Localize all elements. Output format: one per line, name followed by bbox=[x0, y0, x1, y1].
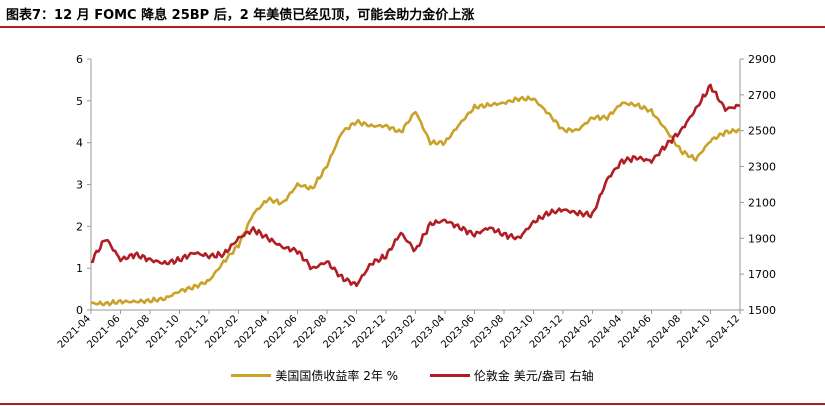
right-tick-label: 2100 bbox=[748, 196, 776, 209]
right-tick-label: 2700 bbox=[748, 89, 776, 102]
legend-label-yield: 美国国债收益率 2年 % bbox=[275, 369, 399, 383]
right-tick-label: 1500 bbox=[748, 304, 776, 317]
right-tick-label: 2300 bbox=[748, 161, 776, 174]
left-tick-label: 0 bbox=[76, 304, 83, 317]
legend-swatch-yield bbox=[231, 374, 272, 377]
left-tick-label: 6 bbox=[76, 53, 83, 66]
series-line-yield bbox=[90, 95, 741, 307]
series-line-gold bbox=[90, 83, 740, 288]
left-tick-label: 2 bbox=[76, 220, 83, 233]
right-tick-label: 2900 bbox=[748, 53, 776, 66]
left-tick-label: 5 bbox=[76, 95, 83, 108]
legend-item-yield: 美国国债收益率 2年 % bbox=[231, 367, 398, 384]
chart-series bbox=[90, 83, 741, 307]
right-tick-label: 2500 bbox=[748, 125, 776, 138]
right-tick-label: 1900 bbox=[748, 232, 776, 245]
legend-swatch-gold bbox=[429, 374, 470, 377]
top-rule bbox=[0, 26, 825, 28]
chart-axes: 0123456150017001900210023002500270029002… bbox=[56, 53, 776, 351]
chart-legend: 美国国债收益率 2年 % 伦敦金 美元/盎司 右轴 bbox=[0, 366, 825, 384]
legend-item-gold: 伦敦金 美元/盎司 右轴 bbox=[429, 367, 594, 384]
left-tick-label: 4 bbox=[76, 137, 83, 150]
left-tick-label: 1 bbox=[76, 262, 83, 275]
right-tick-label: 1700 bbox=[748, 268, 776, 281]
chart-title: 图表7：12 月 FOMC 降息 25BP 后，2 年美债已经见顶，可能会助力金… bbox=[6, 8, 475, 23]
legend-label-gold: 伦敦金 美元/盎司 右轴 bbox=[473, 369, 594, 383]
left-tick-label: 3 bbox=[76, 179, 83, 192]
bottom-rule bbox=[0, 403, 825, 405]
